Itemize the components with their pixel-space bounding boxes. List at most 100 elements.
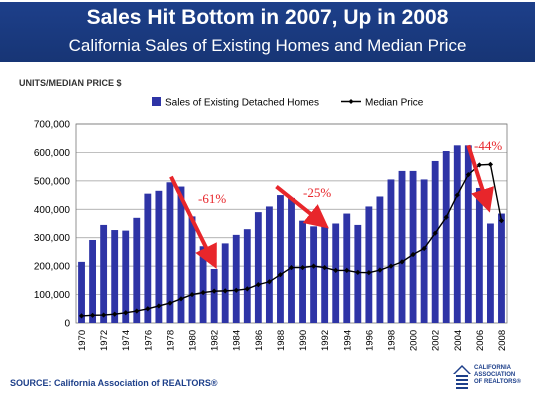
bar [299,220,306,323]
x-tick-label: 1986 [254,330,265,351]
bar [376,196,384,323]
price-point [311,263,317,269]
bar [475,187,483,323]
annotation-label: -44% [474,138,502,153]
price-point [498,218,505,224]
legend-label-sales: Sales of Existing Detached Homes [165,98,319,109]
bar [210,268,218,323]
bar [188,216,196,323]
y-tick-label: 100,000 [34,290,71,301]
x-tick-label: 1992 [320,330,331,351]
bar [243,229,251,323]
bar [420,179,428,323]
bar [232,234,240,323]
price-point [123,310,129,316]
bar [442,151,450,323]
x-tick-label: 1976 [143,330,154,351]
bar [387,179,395,323]
price-point [167,300,173,306]
price-point [487,161,494,167]
price-point [454,192,460,198]
x-tick-label: 2006 [475,330,486,351]
price-point [211,288,217,294]
bar [122,230,130,323]
price-point [244,286,250,292]
price-point [410,251,416,258]
price-point [333,267,339,274]
legend-label-price: Median Price [365,98,424,109]
source-note: SOURCE: California Association of REALTO… [10,378,218,388]
price-point [156,303,162,309]
legend-swatch-sales [152,97,161,106]
bar [321,226,329,323]
legend-marker-price [348,99,354,104]
bar [166,182,174,323]
price-point [101,312,107,318]
x-tick-label: 1974 [121,330,132,351]
bar [155,190,163,323]
price-point [355,269,361,275]
price-point [465,172,471,178]
bar [254,212,262,323]
x-tick-label: 1994 [342,330,353,351]
annotation-arrow [466,144,494,213]
x-tick-label: 2008 [497,330,508,351]
bar [199,246,207,323]
price-point [322,264,328,271]
price-point [476,162,482,168]
car-logo: CALIFORNIA ASSOCIATION OF REALTORS® [452,364,532,398]
bar [100,224,108,323]
bar [498,213,505,323]
price-point [222,288,228,294]
bar [332,223,340,323]
bar [89,239,97,323]
annotation-label: -61% [198,191,226,206]
price-point [399,259,405,265]
y-tick-label: 700,000 [34,120,71,131]
bar [177,186,185,323]
y-tick-label: 300,000 [34,233,71,244]
house-icon [453,365,471,389]
x-tick-label: 2000 [409,330,420,351]
page-title: Sales Hit Bottom in 2007, Up in 2008 [86,6,449,29]
bar [78,261,85,323]
y-tick-label: 500,000 [34,176,71,187]
bar [221,243,229,323]
price-point [299,264,306,271]
bar [486,223,494,323]
title-banner [0,2,535,62]
price-point [255,282,261,288]
price-point [443,214,449,220]
x-tick-label: 1978 [165,330,176,351]
y-tick-label: 0 [64,319,70,330]
x-tick-label: 1970 [77,330,88,351]
x-tick-label: 1980 [188,330,199,351]
price-point [388,263,394,269]
bar [310,226,318,323]
page-subtitle: California Sales of Existing Homes and M… [68,36,467,55]
price-point [266,279,272,285]
y-tick-label: 600,000 [34,148,71,159]
price-point [200,289,206,296]
bar [265,206,273,323]
y-tick-label: 200,000 [34,262,71,273]
price-point [78,313,85,319]
bar [133,217,141,323]
bar [111,230,119,323]
bar [288,197,295,323]
bar [365,206,373,323]
bar [409,170,417,323]
bar [144,193,152,323]
bar [453,145,461,323]
x-tick-label: 2002 [431,330,442,351]
bar [277,195,284,323]
x-tick-label: 1998 [386,330,397,351]
price-point [366,270,372,276]
bar [398,170,406,323]
x-tick-label: 1996 [364,330,375,351]
annotation-label: -25% [303,185,331,200]
bar [464,145,472,323]
x-tick-label: 1990 [298,330,309,351]
price-point [288,264,295,271]
